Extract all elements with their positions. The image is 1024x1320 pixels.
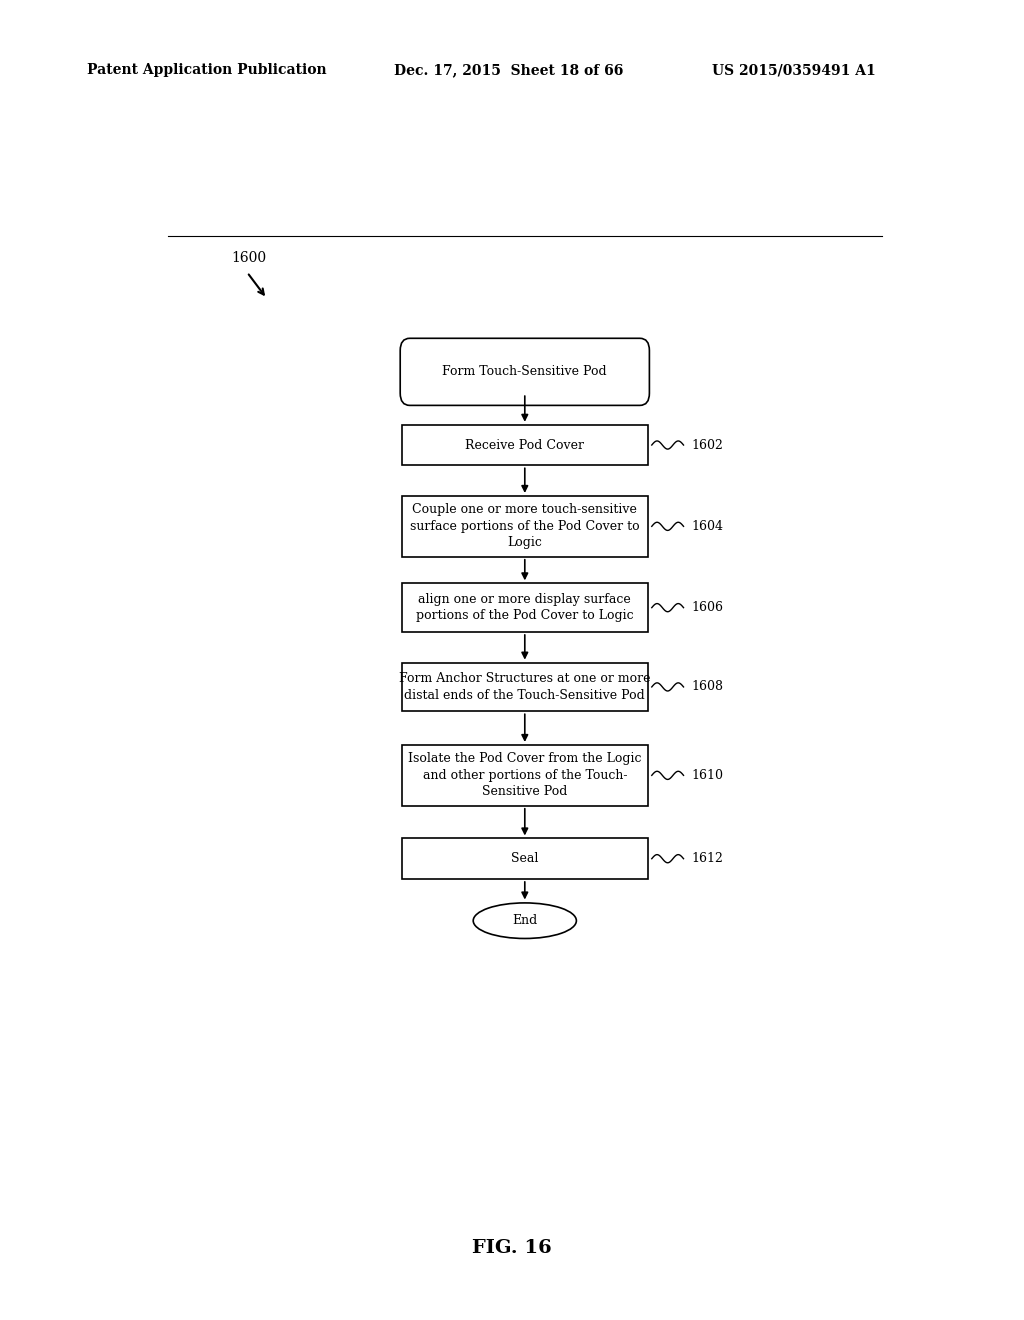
Text: End: End: [512, 915, 538, 927]
Ellipse shape: [473, 903, 577, 939]
Text: 1610: 1610: [691, 768, 724, 781]
Text: align one or more display surface
portions of the Pod Cover to Logic: align one or more display surface portio…: [416, 593, 634, 623]
Bar: [401, 663, 648, 711]
Text: Couple one or more touch-sensitive
surface portions of the Pod Cover to
Logic: Couple one or more touch-sensitive surfa…: [410, 503, 640, 549]
Bar: [401, 496, 648, 557]
Bar: [401, 744, 648, 805]
Bar: [401, 583, 648, 632]
Text: 1604: 1604: [691, 520, 724, 533]
Text: US 2015/0359491 A1: US 2015/0359491 A1: [712, 63, 876, 78]
Text: Patent Application Publication: Patent Application Publication: [87, 63, 327, 78]
Text: 1608: 1608: [691, 680, 724, 693]
Text: 1612: 1612: [691, 853, 723, 865]
Text: 1602: 1602: [691, 438, 723, 451]
Text: FIG. 16: FIG. 16: [472, 1238, 552, 1257]
Bar: [401, 425, 648, 466]
Text: Form Touch-Sensitive Pod: Form Touch-Sensitive Pod: [442, 366, 607, 379]
FancyBboxPatch shape: [400, 338, 649, 405]
Text: Isolate the Pod Cover from the Logic
and other portions of the Touch-
Sensitive : Isolate the Pod Cover from the Logic and…: [408, 752, 642, 799]
Text: 1600: 1600: [231, 251, 266, 265]
Bar: [401, 838, 648, 879]
Text: Seal: Seal: [511, 853, 539, 865]
Text: 1606: 1606: [691, 601, 724, 614]
Text: Receive Pod Cover: Receive Pod Cover: [465, 438, 585, 451]
Text: Form Anchor Structures at one or more
distal ends of the Touch-Sensitive Pod: Form Anchor Structures at one or more di…: [399, 672, 650, 702]
Text: Dec. 17, 2015  Sheet 18 of 66: Dec. 17, 2015 Sheet 18 of 66: [394, 63, 624, 78]
